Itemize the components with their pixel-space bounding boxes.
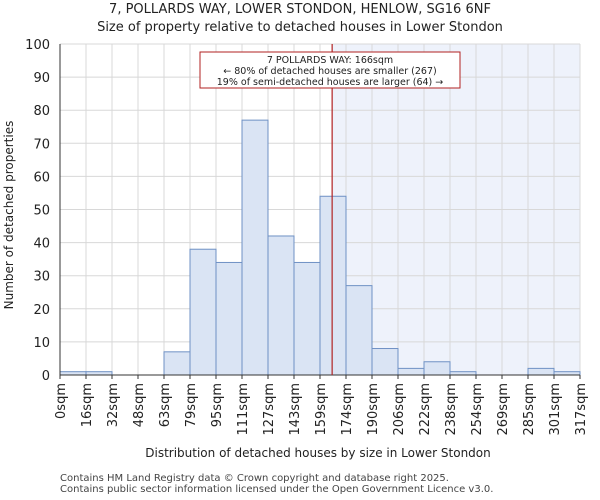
y-tick-label-60: 60 [33, 170, 50, 185]
y-tick-label-90: 90 [33, 71, 50, 86]
bar-111sqm [241, 119, 269, 376]
y-tick-label-100: 100 [25, 38, 50, 53]
x-tick-label-111sqm: 111sqm [236, 383, 251, 436]
x-tick-label-127sqm: 127sqm [262, 383, 277, 436]
y-tick-label-70: 70 [33, 137, 50, 152]
bar-143sqm [293, 261, 321, 376]
x-tick-label-317sqm: 317sqm [574, 383, 589, 436]
footer-line-1: Contains HM Land Registry data © Crown c… [60, 473, 449, 484]
annotation-line-3: 19% of semi-detached houses are larger (… [217, 77, 444, 88]
x-tick-label-174sqm: 174sqm [340, 383, 355, 436]
bar-206sqm [397, 367, 425, 376]
y-tick-label-80: 80 [33, 104, 50, 119]
x-tick-label-269sqm: 269sqm [496, 383, 511, 436]
bar-63sqm [163, 351, 191, 376]
bars-layer [59, 119, 581, 376]
annotation-line-2: ← 80% of detached houses are smaller (26… [223, 66, 436, 77]
x-tick-label-222sqm: 222sqm [418, 383, 433, 436]
marker-layer: 7 POLLARDS WAY: 166sqm← 80% of detached … [199, 44, 461, 375]
x-tick-label-301sqm: 301sqm [548, 383, 563, 436]
x-tick-label-95sqm: 95sqm [210, 383, 225, 427]
bar-222sqm [423, 361, 451, 376]
footer-line-2: Contains public sector information licen… [60, 484, 494, 495]
bar-79sqm [189, 248, 217, 376]
bar-190sqm [371, 348, 399, 376]
bar-285sqm [527, 367, 555, 376]
annotation-line-1: 7 POLLARDS WAY: 166sqm [267, 55, 393, 66]
x-tick-label-143sqm: 143sqm [288, 383, 303, 436]
y-tick-label-10: 10 [33, 336, 50, 351]
bar-159sqm [319, 195, 347, 376]
x-tick-label-79sqm: 79sqm [184, 383, 199, 427]
chart-subtitle: Size of property relative to detached ho… [97, 20, 503, 35]
histogram-chart: 0 10 20 30 40 50 60 70 80 90 100 0sqm 16sqm 32sqm 48sq… [2, 38, 589, 460]
y-tick-label-40: 40 [33, 237, 50, 252]
ticks-layer: 0 10 20 30 40 50 60 70 80 90 100 0sqm 16sqm 32sqm 48sq… [25, 38, 589, 436]
x-tick-label-206sqm: 206sqm [392, 383, 407, 436]
x-tick-label-238sqm: 238sqm [444, 383, 459, 436]
x-tick-label-63sqm: 63sqm [158, 383, 173, 427]
x-tick-label-190sqm: 190sqm [366, 383, 381, 436]
bar-174sqm [345, 285, 373, 376]
x-axis-title: Distribution of detached houses by size … [145, 446, 491, 460]
chart-title: 7, POLLARDS WAY, LOWER STONDON, HENLOW, … [109, 2, 491, 17]
x-tick-label-285sqm: 285sqm [522, 383, 537, 436]
x-tick-label-32sqm: 32sqm [106, 383, 121, 427]
y-tick-label-50: 50 [33, 204, 50, 219]
x-tick-label-0sqm: 0sqm [54, 383, 69, 419]
y-tick-label-30: 30 [33, 270, 50, 285]
x-tick-label-16sqm: 16sqm [80, 383, 95, 427]
y-tick-label-20: 20 [33, 303, 50, 318]
x-tick-label-48sqm: 48sqm [132, 383, 147, 427]
annotation-box [199, 51, 461, 89]
y-axis-title: Number of detached properties [2, 121, 16, 310]
x-tick-label-159sqm: 159sqm [314, 383, 329, 436]
bar-127sqm [267, 235, 295, 376]
y-tick-label-0: 0 [42, 369, 50, 384]
bar-95sqm [215, 261, 243, 376]
x-tick-label-254sqm: 254sqm [470, 383, 485, 436]
